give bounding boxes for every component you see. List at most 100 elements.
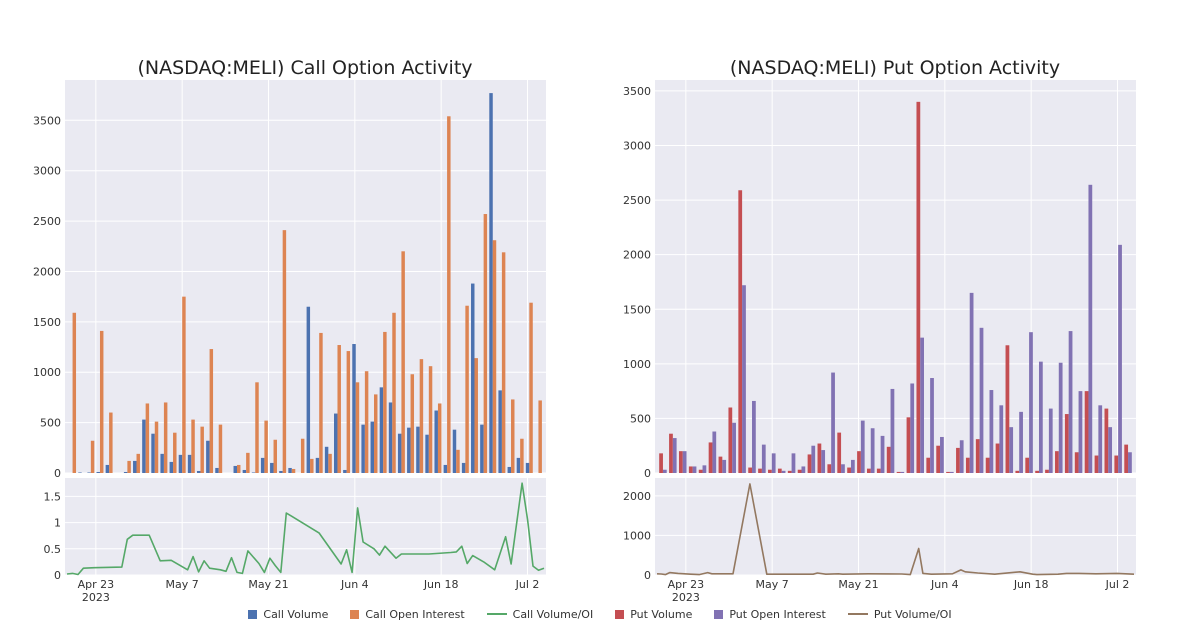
- put-bar-put-open-interest: [841, 464, 845, 473]
- legend-label-put-volume: Put Volume: [630, 607, 693, 621]
- put-bar-put-open-interest: [1038, 361, 1043, 473]
- legend-item-call-volume: Call Volume: [248, 608, 328, 621]
- call-ratio-line-call-volume-oi: [66, 482, 545, 576]
- call-bar-call-open-interest: [109, 412, 113, 473]
- call-bar-call-open-interest: [236, 464, 241, 473]
- call-bar-call-volume: [388, 402, 393, 473]
- put-bar-put-open-interest: [900, 471, 905, 473]
- call-bar-call-open-interest: [501, 252, 506, 473]
- call-bar-call-open-interest: [538, 400, 542, 473]
- call-bar-call-volume: [187, 454, 192, 473]
- call-bar-call-open-interest: [200, 426, 204, 473]
- call-bar-call-volume: [233, 465, 237, 473]
- put-series-put-open-interest: [662, 184, 1132, 474]
- legend-label-call-volume: Call Volume: [263, 607, 329, 621]
- call-bar-call-volume: [78, 472, 82, 473]
- put-bar-put-volume: [748, 467, 753, 473]
- call-bar-call-volume: [169, 461, 174, 473]
- put-xtick-label: Jun 4: [930, 578, 959, 591]
- call-bar-call-open-interest: [392, 312, 396, 473]
- call-bar-call-open-interest: [447, 116, 451, 474]
- put-bar-put-open-interest: [1108, 427, 1113, 473]
- put-bar-put-volume: [1055, 451, 1059, 473]
- call-xtick-label: Jul 2: [515, 578, 540, 591]
- call-bar-call-open-interest: [182, 296, 186, 473]
- put-bar-put-open-interest: [1118, 244, 1122, 473]
- call-bar-call-open-interest: [529, 302, 533, 473]
- put-bar-put-open-interest: [969, 292, 974, 473]
- put-bars-ytick-label: 1500: [623, 303, 651, 316]
- call-bars-ytick-label: 3000: [33, 165, 61, 178]
- call-bar-call-open-interest: [401, 251, 405, 473]
- put-bar-put-volume: [1114, 455, 1119, 473]
- call-xtick-label: May 7: [166, 578, 199, 591]
- put-bar-put-open-interest: [940, 436, 944, 473]
- call-bar-call-volume: [196, 470, 201, 473]
- put-bars-ytick-label: 500: [630, 412, 651, 425]
- call-bar-call-open-interest: [273, 439, 277, 473]
- put-bar-put-open-interest: [1009, 427, 1014, 473]
- call-bar-call-volume: [352, 344, 356, 473]
- legend-swatch-call-volume: [248, 609, 258, 619]
- put-xtick-label: May 21: [838, 578, 878, 591]
- legend-item-put-volume-oi: Put Volume/OI: [847, 608, 952, 621]
- put-xtick-label: Apr 23: [668, 578, 705, 591]
- put-chart-title: (NASDAQ:MELI) Put Option Activity: [730, 57, 1060, 79]
- put-bar-put-open-interest: [781, 470, 786, 473]
- put-bar-put-volume: [718, 456, 723, 473]
- put-bar-put-open-interest: [930, 378, 934, 473]
- put-bar-put-volume: [768, 469, 772, 473]
- call-bar-call-open-interest: [72, 312, 77, 473]
- put-bar-put-open-interest: [1098, 405, 1103, 473]
- call-bar-call-volume: [480, 424, 484, 473]
- put-bar-put-volume: [867, 468, 871, 473]
- put-bar-put-volume: [728, 407, 733, 473]
- call-xtick-label: May 21: [248, 578, 288, 591]
- call-bar-call-open-interest: [255, 382, 259, 473]
- legend-label-put-open-interest: Put Open Interest: [729, 607, 826, 621]
- put-bar-put-volume: [1104, 408, 1109, 473]
- legend-swatch-call-open-interest: [350, 609, 360, 619]
- put-ratio-line-put-volume-oi: [656, 483, 1135, 576]
- call-bar-call-open-interest: [337, 345, 341, 473]
- call-bar-call-open-interest: [154, 421, 159, 473]
- put-bars-plot-area: [655, 80, 1136, 473]
- call-bar-call-volume: [105, 464, 110, 473]
- call-bar-call-open-interest: [136, 453, 140, 473]
- put-bar-put-open-interest: [1019, 411, 1023, 473]
- put-bar-put-open-interest: [949, 471, 954, 473]
- put-bar-put-volume: [688, 466, 693, 473]
- call-ratio-plot-area: [65, 478, 546, 575]
- call-bar-call-open-interest: [291, 468, 296, 473]
- put-bar-put-volume: [797, 469, 802, 473]
- call-bar-call-volume: [288, 467, 292, 473]
- call-bar-call-volume: [397, 433, 402, 473]
- call-bar-call-volume: [507, 466, 512, 473]
- call-bar-call-volume: [416, 426, 420, 473]
- put-bar-put-open-interest: [791, 453, 796, 473]
- put-bar-put-volume: [1124, 444, 1129, 473]
- put-bar-put-volume: [659, 453, 663, 473]
- legend-swatch-put-volume: [615, 609, 625, 619]
- put-bar-put-volume: [1035, 470, 1039, 473]
- put-bar-put-volume: [1074, 452, 1079, 473]
- legend-swatch-put-volume-oi: [847, 613, 868, 615]
- call-ratio-ytick-label: 1.5: [44, 490, 62, 503]
- call-bar-call-volume: [425, 434, 429, 473]
- put-bar-put-open-interest: [1078, 391, 1083, 473]
- call-bars-ytick-label: 3500: [33, 114, 61, 127]
- call-bar-call-open-interest: [364, 371, 369, 473]
- call-bar-call-open-interest: [483, 214, 488, 473]
- call-bar-call-open-interest: [456, 449, 460, 473]
- put-bar-put-volume: [995, 443, 1000, 473]
- chart-legend: Call Volume Call Open Interest Call Volu…: [0, 604, 1200, 624]
- call-bar-call-open-interest: [374, 394, 378, 473]
- call-bar-call-volume: [279, 470, 283, 473]
- call-bar-call-volume: [343, 469, 347, 473]
- put-bar-put-open-interest: [801, 466, 806, 473]
- put-bar-put-open-interest: [1058, 362, 1063, 473]
- call-bar-call-open-interest: [511, 399, 515, 473]
- call-bar-call-open-interest: [99, 330, 104, 473]
- call-series-call-open-interest: [72, 116, 542, 474]
